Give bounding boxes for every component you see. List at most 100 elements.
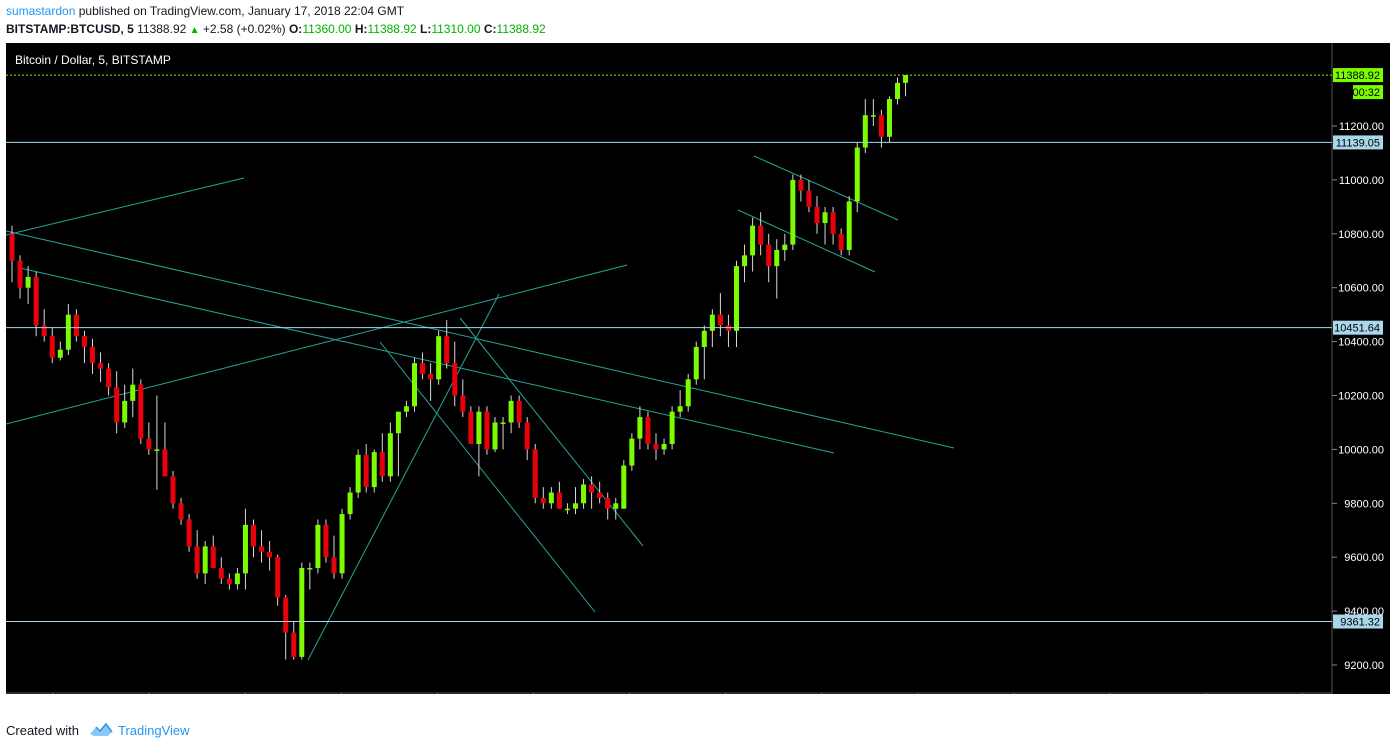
candle[interactable] <box>806 179 812 213</box>
trendline[interactable] <box>459 317 644 547</box>
candle[interactable] <box>307 562 313 590</box>
candle[interactable] <box>460 379 466 418</box>
candle[interactable] <box>468 406 474 445</box>
candle[interactable] <box>573 487 578 515</box>
candle[interactable] <box>251 519 256 558</box>
candle[interactable] <box>323 519 329 563</box>
trendline[interactable] <box>753 155 899 221</box>
candle[interactable] <box>621 460 627 509</box>
candle[interactable] <box>114 371 120 434</box>
candle[interactable] <box>49 328 55 364</box>
candle[interactable] <box>750 217 756 272</box>
candle[interactable] <box>226 573 232 590</box>
candlestick-chart[interactable]: Bitcoin / Dollar, 5, BITSTAMP 9200.00940… <box>6 43 1390 694</box>
candle[interactable] <box>218 557 224 585</box>
candle[interactable] <box>597 481 603 504</box>
candle[interactable] <box>81 330 87 364</box>
candle[interactable] <box>299 562 305 660</box>
tradingview-brand[interactable]: TradingView <box>118 723 190 738</box>
candle[interactable] <box>65 303 71 356</box>
candle[interactable] <box>363 444 369 493</box>
candle[interactable] <box>629 433 635 471</box>
candle[interactable] <box>355 449 361 498</box>
candle[interactable] <box>500 417 506 450</box>
candle[interactable] <box>540 487 546 509</box>
candle[interactable] <box>766 233 772 283</box>
candle[interactable] <box>685 373 691 412</box>
candle[interactable] <box>234 567 240 590</box>
candle[interactable] <box>516 395 522 428</box>
candle[interactable] <box>822 206 828 245</box>
candle[interactable] <box>395 411 401 477</box>
candle[interactable] <box>428 363 434 401</box>
tradingview-logo-icon[interactable] <box>88 722 114 738</box>
candle[interactable] <box>315 519 321 574</box>
trendline[interactable] <box>6 230 955 449</box>
candle[interactable] <box>556 481 562 509</box>
candle[interactable] <box>903 75 909 97</box>
candle[interactable] <box>798 174 804 202</box>
candle[interactable] <box>637 406 643 450</box>
candle[interactable] <box>492 417 498 453</box>
candle[interactable] <box>862 99 868 153</box>
candle[interactable] <box>194 530 200 579</box>
candle[interactable] <box>106 363 112 396</box>
candle[interactable] <box>701 325 707 380</box>
candle[interactable] <box>371 449 377 493</box>
candle[interactable] <box>17 255 23 299</box>
trendline[interactable] <box>6 264 628 425</box>
candle[interactable] <box>524 417 530 461</box>
candle[interactable] <box>895 77 900 105</box>
candle[interactable] <box>403 400 409 418</box>
candle[interactable] <box>830 206 836 245</box>
trendline[interactable] <box>307 293 500 661</box>
candle[interactable] <box>508 395 514 434</box>
candle[interactable] <box>291 621 297 660</box>
candle[interactable] <box>73 309 79 342</box>
author-link[interactable]: sumastardon <box>6 4 76 18</box>
candle[interactable] <box>412 357 417 412</box>
candle[interactable] <box>162 422 168 477</box>
candle[interactable] <box>339 508 345 579</box>
candle[interactable] <box>645 411 651 450</box>
candle[interactable] <box>605 492 611 520</box>
candle[interactable] <box>436 330 442 385</box>
candle[interactable] <box>178 497 184 525</box>
candle[interactable] <box>122 384 128 428</box>
candle[interactable] <box>387 422 393 482</box>
trendline[interactable] <box>19 267 835 454</box>
candle[interactable] <box>774 239 780 299</box>
candle[interactable] <box>186 514 192 552</box>
candle[interactable] <box>661 438 667 455</box>
candle[interactable] <box>57 341 63 361</box>
candle[interactable] <box>283 594 289 660</box>
candle[interactable] <box>532 444 538 504</box>
candle[interactable] <box>677 390 683 418</box>
candle[interactable] <box>613 497 619 520</box>
candle[interactable] <box>854 142 860 213</box>
candle[interactable] <box>210 535 216 568</box>
candle[interactable] <box>420 352 426 380</box>
candle[interactable] <box>33 271 39 337</box>
price-axis[interactable] <box>1332 43 1390 694</box>
candle[interactable] <box>886 96 892 143</box>
candle[interactable] <box>653 433 659 461</box>
candle[interactable] <box>693 341 699 385</box>
candle[interactable] <box>267 541 273 571</box>
candle[interactable] <box>154 395 160 490</box>
candle[interactable] <box>476 406 482 477</box>
candle[interactable] <box>734 260 739 347</box>
candle[interactable] <box>138 379 144 445</box>
candle[interactable] <box>669 406 675 450</box>
candle[interactable] <box>838 228 844 256</box>
candle[interactable] <box>259 530 265 563</box>
candle[interactable] <box>41 309 47 342</box>
candle[interactable] <box>782 233 788 261</box>
candle[interactable] <box>814 196 820 234</box>
trendline[interactable] <box>6 177 245 236</box>
candle[interactable] <box>717 293 723 337</box>
candle[interactable] <box>242 508 248 590</box>
candle[interactable] <box>9 225 15 283</box>
candle[interactable] <box>170 470 176 509</box>
candle[interactable] <box>202 541 208 585</box>
